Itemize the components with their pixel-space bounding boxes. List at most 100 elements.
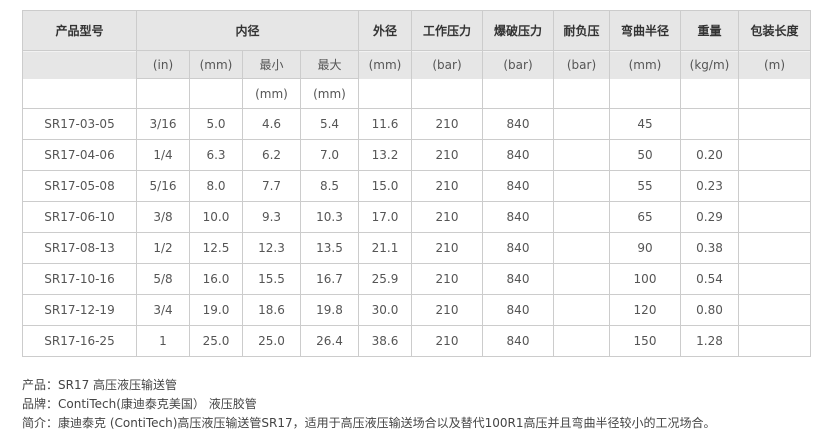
unit-burst: (bar) [482,50,554,109]
header-work: 工作压力 [411,10,483,51]
table-cell: 0.54 [680,263,739,295]
unit-max: 最大 [300,50,359,79]
table-cell: 100 [609,263,681,295]
table-cell: 1.28 [680,325,739,357]
table-cell [738,263,811,295]
table-cell: SR17-03-05 [22,108,137,140]
unit-mm: (mm) [189,50,243,79]
table-cell: 210 [411,170,483,202]
table-cell: 45 [609,108,681,140]
table-cell: 21.1 [358,232,412,264]
product-notes: 产品：SR17 高压液压输送管 品牌：ContiTech(康迪泰克美国） 液压胶… [22,376,716,433]
table-cell [553,263,610,295]
table-cell: 120 [609,294,681,326]
table-cell: 8.0 [189,170,243,202]
header-weight: 重量 [680,10,739,51]
table-cell: 12.3 [242,232,301,264]
table-cell: 1 [136,325,190,357]
table-cell: 840 [482,201,554,233]
table-cell: 6.3 [189,139,243,171]
table-cell: 150 [609,325,681,357]
header-neg: 耐负压 [553,10,610,51]
table-cell: 840 [482,232,554,264]
unit-max-mm: (mm) [300,78,359,109]
table-row: SR17-04-06 1/4 6.3 6.2 7.0 13.2 210 840 50 0.20 [22,139,811,171]
table-cell: 840 [482,139,554,171]
table-cell: 3/4 [136,294,190,326]
header-inner: 内径 [136,10,359,51]
table-cell [553,108,610,140]
table-cell: 840 [482,170,554,202]
table-cell: 0.20 [680,139,739,171]
header-length: 包装长度 [738,10,811,51]
table-cell: SR17-05-08 [22,170,137,202]
table-cell: 12.5 [189,232,243,264]
table-cell [680,108,739,140]
table-cell: 840 [482,325,554,357]
unit-blank-mm [189,78,243,109]
table-cell: 15.5 [242,263,301,295]
unit-weight: (kg/m) [680,50,739,109]
table-row: SR17-05-08 5/16 8.0 7.7 8.5 15.0 210 840 55 0.23 [22,170,811,202]
table-cell: 26.4 [300,325,359,357]
table-cell: SR17-12-19 [22,294,137,326]
table-cell [738,325,811,357]
table-cell: 8.5 [300,170,359,202]
table-row: SR17-03-05 3/16 5.0 4.6 5.4 11.6 210 840 45 [22,108,811,140]
table-row: SR17-08-13 1/2 12.5 12.3 13.5 21.1 210 840 90 0.3… [22,232,811,264]
unit-work: (bar) [411,50,483,109]
table-cell: 1/4 [136,139,190,171]
header-bend: 弯曲半径 [609,10,681,51]
unit-length: (m) [738,50,811,109]
table-cell: 10.3 [300,201,359,233]
table-cell [553,325,610,357]
unit-outer: (mm) [358,50,412,109]
table-cell: 5/16 [136,170,190,202]
table-cell: 10.0 [189,201,243,233]
table-cell: 7.0 [300,139,359,171]
table-cell: 65 [609,201,681,233]
table-cell [553,232,610,264]
table-cell: SR17-04-06 [22,139,137,171]
table-cell: 38.6 [358,325,412,357]
table-cell: 210 [411,108,483,140]
header-outer: 外径 [358,10,412,51]
table-cell: 17.0 [358,201,412,233]
table-cell: 18.6 [242,294,301,326]
table-cell: 13.5 [300,232,359,264]
table-cell [738,108,811,140]
table-cell: 0.38 [680,232,739,264]
unit-min: 最小 [242,50,301,79]
note-intro: 简介：康迪泰克 (ContiTech)高压液压输送管SR17，适用于高压液压输送… [22,416,716,430]
table-cell [553,139,610,171]
unit-neg: (bar) [553,50,610,109]
unit-row: (in) (mm) 最小 最大 (mm) (bar) (bar) (bar) (… [22,50,811,109]
table-cell: 19.8 [300,294,359,326]
table-cell: 25.0 [242,325,301,357]
unit-in: (in) [136,50,190,79]
table-cell: 3/8 [136,201,190,233]
table-cell [738,232,811,264]
table-cell: SR17-08-13 [22,232,137,264]
table-cell: 0.29 [680,201,739,233]
table-row: SR17-16-25 1 25.0 25.0 26.4 38.6 210 840 150 1.28 [22,325,811,357]
table-cell [553,201,610,233]
note-product: 产品：SR17 高压液压输送管 [22,378,178,392]
table-cell: 5.4 [300,108,359,140]
table-row: SR17-12-19 3/4 19.0 18.6 19.8 30.0 210 840 120 0.… [22,294,811,326]
table-row: SR17-06-10 3/8 10.0 9.3 10.3 17.0 210 840 65 0.29 [22,201,811,233]
table-cell: 5.0 [189,108,243,140]
table-cell [553,170,610,202]
table-cell: 16.7 [300,263,359,295]
unit-blank [22,50,137,109]
header-burst: 爆破压力 [482,10,554,51]
table-cell: 210 [411,294,483,326]
table-cell: SR17-16-25 [22,325,137,357]
note-brand: 品牌：ContiTech(康迪泰克美国） 液压胶管 [22,397,257,411]
unit-row-2: (mm) (mm) [23,78,811,109]
table-cell: 13.2 [358,139,412,171]
header-model: 产品型号 [22,10,137,51]
table-cell: 9.3 [242,201,301,233]
table-cell [738,170,811,202]
table-cell: SR17-06-10 [22,201,137,233]
